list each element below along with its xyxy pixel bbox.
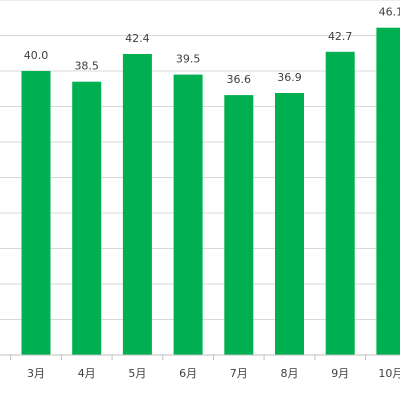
data-label: 36.6	[227, 73, 252, 86]
x-tick-label: 3月	[27, 367, 45, 380]
bar-4	[173, 74, 203, 355]
x-tick-label: 10月	[378, 367, 400, 380]
data-label: 42.7	[328, 30, 353, 43]
bar-2	[72, 81, 102, 355]
data-label: 42.4	[125, 32, 150, 45]
data-labels: 40.0 38.5 42.4 39.5 36.6 36.9 42.7 46.1	[24, 6, 400, 86]
x-tick-labels: 3月 4月 5月 6月 7月 8月 9月 10月	[10, 355, 400, 380]
data-label: 46.1	[379, 6, 400, 19]
x-tick-label: 8月	[281, 367, 299, 380]
bar-1	[21, 71, 51, 355]
bar-3	[122, 54, 152, 355]
data-label: 36.9	[277, 71, 302, 84]
bars	[21, 27, 400, 356]
x-tick-label: 4月	[78, 367, 96, 380]
x-tick-label: 6月	[179, 367, 197, 380]
data-label: 40.0	[24, 49, 49, 62]
bar-5	[224, 95, 254, 355]
x-tick-label: 9月	[331, 367, 349, 380]
bar-7	[325, 51, 355, 356]
data-label: 38.5	[74, 60, 99, 73]
data-label: 39.5	[176, 53, 201, 66]
bar-6	[275, 93, 304, 355]
x-tick-label: 5月	[128, 367, 146, 380]
x-tick-label: 7月	[230, 367, 248, 380]
bar-8	[376, 27, 400, 355]
